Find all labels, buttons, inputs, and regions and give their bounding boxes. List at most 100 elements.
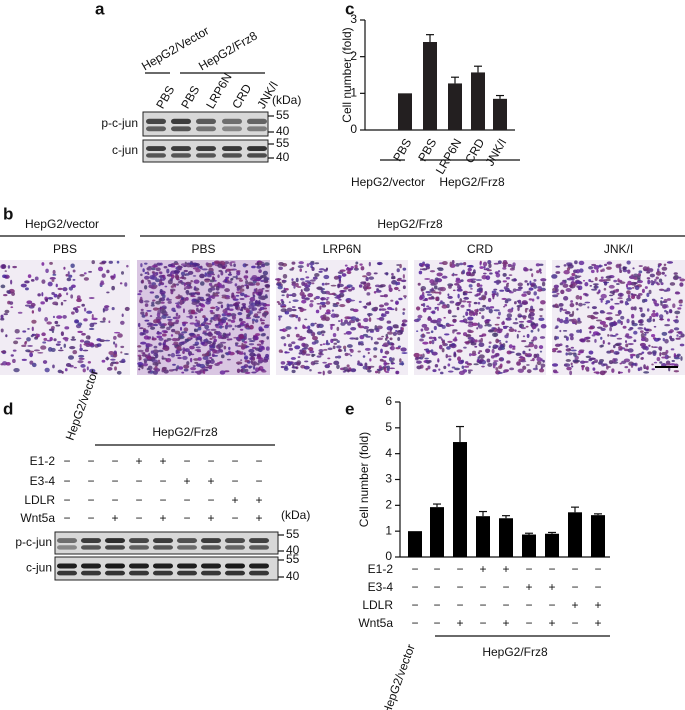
cell-dot (350, 348, 354, 353)
cell-dot (424, 307, 430, 310)
cell-dot (643, 331, 649, 334)
cell-dot (172, 343, 176, 346)
cell-dot (248, 340, 256, 342)
cell-dot (449, 261, 453, 267)
condition-sign: − (183, 454, 190, 468)
cell-dot (156, 331, 163, 335)
cell-dot (394, 326, 399, 329)
cell-dot (88, 270, 92, 273)
cell-dot (160, 301, 165, 304)
cell-dot (321, 304, 327, 308)
cell-dot (220, 304, 224, 309)
cell-dot (172, 321, 179, 325)
cell-dot (49, 261, 53, 265)
condition-sign: − (433, 616, 440, 630)
cell-dot (376, 317, 383, 320)
cell-dot (10, 354, 14, 357)
cell-dot (77, 360, 84, 364)
blot-band (171, 146, 191, 151)
cell-dot (31, 310, 35, 314)
cell-dot (52, 269, 56, 275)
cell-dot (627, 269, 631, 274)
cell-dot (600, 293, 607, 299)
cell-dot (336, 326, 340, 331)
marker-label: 55 (286, 527, 300, 541)
cell-dot (27, 327, 30, 330)
blot-band (146, 126, 166, 132)
blot-band (177, 570, 197, 576)
cell-dot (215, 330, 219, 335)
cell-dot (219, 349, 224, 353)
cell-dot (321, 333, 325, 337)
cell-dot (339, 295, 344, 298)
cell-dot (365, 302, 372, 306)
cell-dot (262, 270, 269, 276)
cell-dot (106, 269, 110, 274)
cell-dot (533, 291, 537, 296)
blot-band (57, 570, 77, 576)
cell-dot (514, 301, 517, 305)
cell-dot (62, 287, 68, 292)
cell-dot (506, 360, 511, 364)
cell-dot (126, 264, 129, 268)
cell-dot (263, 277, 269, 283)
cell-dot (171, 328, 176, 333)
cell-dot (641, 288, 645, 294)
cell-dot (161, 314, 167, 319)
cell-dot (627, 280, 632, 286)
cell-dot (309, 303, 314, 308)
cell-dot (669, 282, 676, 286)
cell-dot (521, 315, 527, 318)
cell-dot (204, 324, 210, 330)
condition-sign: − (571, 580, 578, 594)
cell-dot (153, 284, 158, 288)
cell-dot (467, 316, 474, 321)
cell-dot (155, 300, 161, 305)
cell-dot (293, 285, 296, 289)
cell-dot (425, 359, 429, 363)
cell-dot (658, 278, 663, 283)
cell-dot (319, 301, 326, 306)
cell-dot (522, 335, 526, 338)
cell-dot (29, 352, 34, 358)
cell-dot (291, 292, 297, 298)
cell-dot (538, 368, 545, 373)
cell-dot (20, 283, 27, 288)
cell-dot (41, 262, 45, 266)
cell-dot (91, 260, 95, 265)
cell-dot (258, 326, 263, 332)
y-tick-label: 5 (385, 420, 392, 434)
cell-dot (172, 283, 176, 286)
cell-dot (198, 302, 201, 305)
cell-dot (144, 319, 150, 322)
cell-dot (47, 296, 54, 300)
condition-sign: − (456, 580, 463, 594)
cell-dot (436, 323, 439, 326)
cell-dot (243, 275, 249, 279)
cell-dot (590, 280, 594, 283)
cell-dot (232, 328, 235, 331)
cell-dot (631, 313, 635, 319)
condition-sign: − (159, 474, 166, 488)
cell-dot (213, 292, 219, 296)
cell-dot (567, 352, 573, 356)
cell-dot (666, 356, 672, 358)
cell-dot (646, 318, 652, 323)
cell-dot (252, 278, 258, 282)
cell-dot (602, 339, 605, 345)
cell-dot (163, 266, 168, 269)
marker-label: 55 (276, 136, 290, 150)
cell-dot (330, 325, 333, 330)
cell-dot (461, 365, 465, 369)
cell-dot (449, 324, 455, 327)
cell-dot (299, 277, 305, 281)
cell-dot (453, 352, 457, 358)
cell-dot (655, 276, 659, 280)
cell-dot (367, 369, 372, 373)
cell-dot (678, 331, 683, 335)
cell-dot (378, 365, 382, 370)
cell-dot (291, 308, 297, 312)
cell-dot (528, 343, 535, 348)
cell-dot (457, 293, 460, 299)
cell-dot (386, 325, 393, 331)
